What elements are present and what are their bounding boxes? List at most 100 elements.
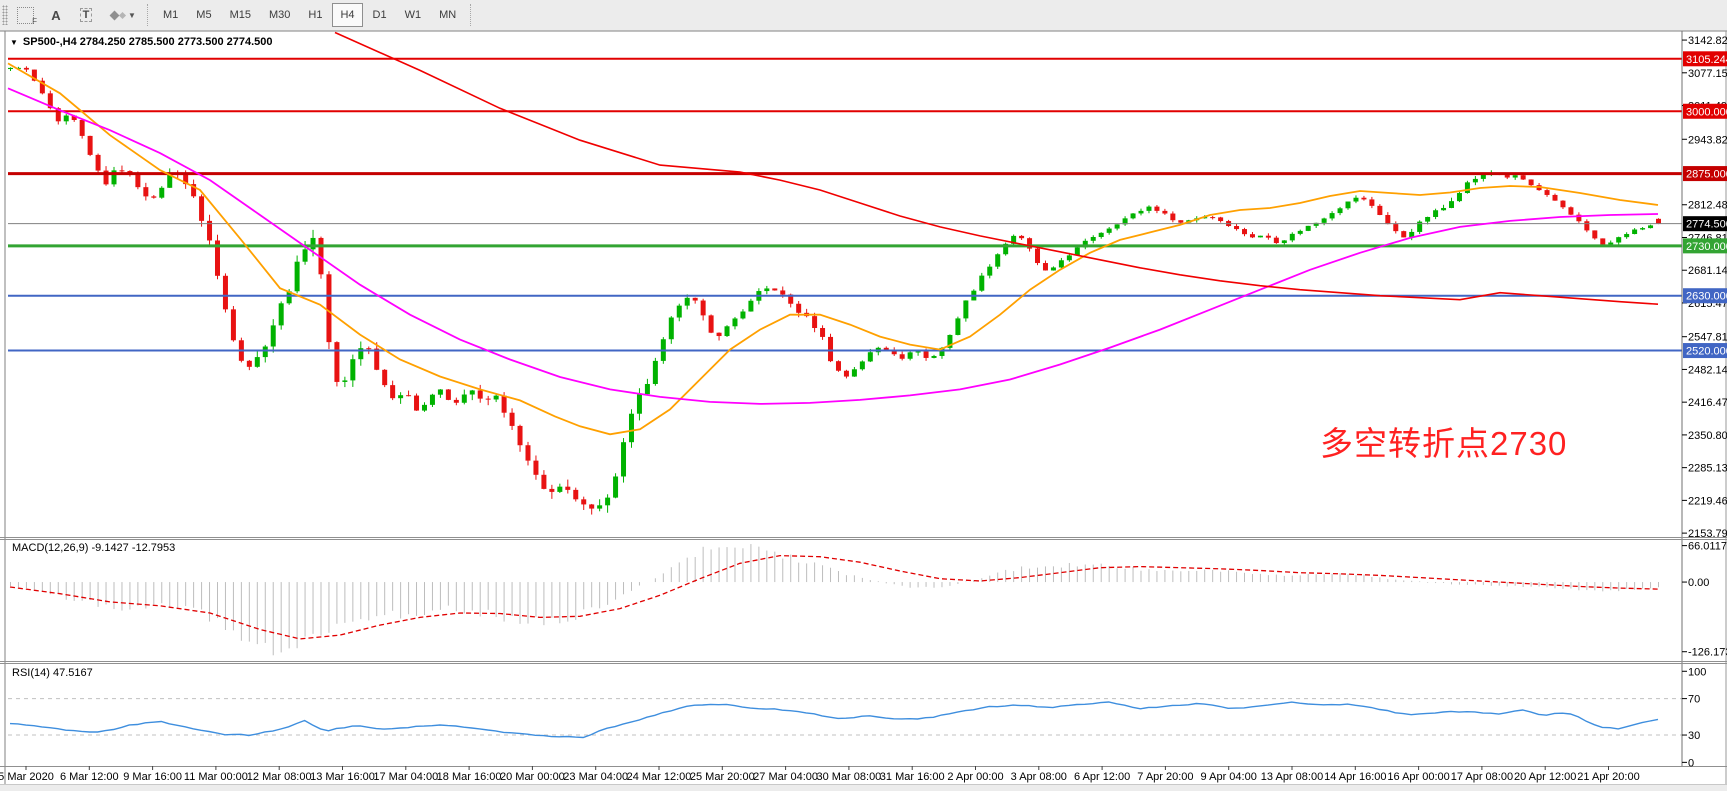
horizontal-lines[interactable] <box>8 57 1682 352</box>
svg-text:16 Apr 00:00: 16 Apr 00:00 <box>1387 771 1449 783</box>
shapes-tool-icon[interactable]: ▼ <box>104 4 142 26</box>
svg-text:2 Apr 00:00: 2 Apr 00:00 <box>947 771 1003 783</box>
timeframe-group: M1 M5 M15 M30 H1 H4 D1 W1 MN <box>154 3 465 27</box>
svg-text:21 Apr 20:00: 21 Apr 20:00 <box>1577 771 1639 783</box>
svg-text:31 Mar 16:00: 31 Mar 16:00 <box>880 771 945 783</box>
symbol-dropdown-icon[interactable]: ▼ <box>10 38 18 47</box>
svg-text:7 Apr 20:00: 7 Apr 20:00 <box>1137 771 1193 783</box>
ohlc-open: 2784.250 <box>79 36 126 48</box>
timeframe-button-MN[interactable]: MN <box>439 9 457 21</box>
svg-text:2520.000: 2520.000 <box>1686 346 1727 358</box>
rsi-panel-content <box>8 698 1682 736</box>
svg-text:70: 70 <box>1688 694 1700 706</box>
long-ma-line <box>334 31 1659 305</box>
svg-text:2730.000: 2730.000 <box>1686 241 1727 253</box>
svg-text:2350.800: 2350.800 <box>1688 430 1727 442</box>
toolbar-separator <box>470 4 472 26</box>
toolbar: F A T ▼ M1 M5 M15 M30 H1 H4 D1 W1 MN <box>0 0 1727 31</box>
grid-f-glyph: F <box>32 17 37 26</box>
svg-text:2681.140: 2681.140 <box>1688 265 1727 277</box>
svg-text:14 Apr 16:00: 14 Apr 16:00 <box>1324 771 1386 783</box>
rsi-axis[interactable]: 100 70 30 0 <box>1682 666 1706 769</box>
timeframe-button-H4[interactable]: H4 <box>332 3 363 27</box>
timeframe-button-D1[interactable]: D1 <box>372 9 387 21</box>
svg-text:30: 30 <box>1688 730 1700 742</box>
mid-ma-line <box>7 87 1659 405</box>
grid-f-tool-icon[interactable]: F <box>14 4 38 26</box>
timeframe-button-M5[interactable]: M5 <box>196 9 212 21</box>
toolbar-grip[interactable] <box>2 5 8 25</box>
svg-text:11 Mar 00:00: 11 Mar 00:00 <box>184 771 248 783</box>
timeframe-button-H1[interactable]: H1 <box>308 9 323 21</box>
fast-ma-line <box>7 62 1659 436</box>
arrow-a-glyph: A <box>51 7 61 23</box>
macd-signal-line <box>9 554 1659 640</box>
svg-text:3000.000: 3000.000 <box>1686 106 1727 118</box>
svg-text:9 Apr 04:00: 9 Apr 04:00 <box>1201 771 1257 783</box>
svg-text:3077.150: 3077.150 <box>1688 68 1727 80</box>
ohlc-close: 2774.500 <box>226 36 273 48</box>
svg-text:23 Mar 04:00: 23 Mar 04:00 <box>563 771 628 783</box>
bottom-strip <box>0 784 1727 791</box>
svg-text:24 Mar 12:00: 24 Mar 12:00 <box>627 771 692 783</box>
rsi-value: 47.5167 <box>52 667 93 679</box>
svg-text:-126.173: -126.173 <box>1688 647 1727 659</box>
svg-text:30 Mar 08:00: 30 Mar 08:00 <box>816 771 881 783</box>
chevron-down-icon[interactable]: ▼ <box>128 10 136 20</box>
price-line-badge-2875.000[interactable]: 2875.000 <box>1683 166 1727 182</box>
svg-text:2875.000: 2875.000 <box>1686 169 1727 181</box>
svg-text:18 Mar 16:00: 18 Mar 16:00 <box>437 771 502 783</box>
svg-text:2547.810: 2547.810 <box>1688 332 1727 344</box>
svg-text:2153.790: 2153.790 <box>1688 528 1727 540</box>
svg-text:9 Mar 16:00: 9 Mar 16:00 <box>123 771 182 783</box>
svg-text:3105.244: 3105.244 <box>1686 54 1727 66</box>
timeframe-button-M15[interactable]: M15 <box>229 9 251 21</box>
price-line-badge-3000.000[interactable]: 3000.000 <box>1683 103 1727 119</box>
svg-text:25 Mar 20:00: 25 Mar 20:00 <box>690 771 755 783</box>
svg-text:20 Apr 12:00: 20 Apr 12:00 <box>1514 771 1576 783</box>
svg-text:27 Mar 04:00: 27 Mar 04:00 <box>753 771 818 783</box>
timeframe-button-W1[interactable]: W1 <box>404 9 422 21</box>
timeframe-button-M1[interactable]: M1 <box>163 9 179 21</box>
text-t-glyph: T <box>79 8 93 22</box>
svg-text:2219.460: 2219.460 <box>1688 495 1727 507</box>
dotted-grid-icon <box>17 7 34 24</box>
ohlc-low: 2773.500 <box>177 36 224 48</box>
current-price-badge[interactable]: 2774.500 <box>1683 216 1727 232</box>
text-t-tool-icon[interactable]: T <box>74 4 98 26</box>
rsi-indicator-label: RSI(14) 47.5167 <box>12 667 93 679</box>
svg-text:2482.140: 2482.140 <box>1688 364 1727 376</box>
panel-frames <box>0 30 1727 784</box>
svg-text:5 Mar 2020: 5 Mar 2020 <box>0 771 54 783</box>
svg-text:2774.500: 2774.500 <box>1686 219 1727 231</box>
svg-text:6 Mar 12:00: 6 Mar 12:00 <box>60 771 119 783</box>
svg-text:2416.470: 2416.470 <box>1688 397 1727 409</box>
macd-histogram <box>10 544 1659 656</box>
price-line-badge-3105.244[interactable]: 3105.244 <box>1683 51 1727 67</box>
timeframe-button-M30[interactable]: M30 <box>268 9 291 21</box>
symbol-title: ▼ SP500-,H4 2784.250 2785.500 2773.500 27… <box>10 36 273 48</box>
diamond-small-icon <box>118 11 127 19</box>
svg-text:2630.000: 2630.000 <box>1686 291 1727 303</box>
macd-axis[interactable]: 66.0117 0.00 -126.173 <box>1682 541 1727 659</box>
time-axis[interactable]: 5 Mar 2020 6 Mar 12:00 9 Mar 16:00 11 Mar 0… <box>0 766 1640 783</box>
price-line-badge-2630.000[interactable]: 2630.000 <box>1683 288 1727 304</box>
svg-text:13 Apr 08:00: 13 Apr 08:00 <box>1261 771 1323 783</box>
svg-text:17 Apr 08:00: 17 Apr 08:00 <box>1451 771 1513 783</box>
ohlc-high: 2785.500 <box>128 36 175 48</box>
svg-text:3 Apr 08:00: 3 Apr 08:00 <box>1011 771 1067 783</box>
svg-text:6 Apr 12:00: 6 Apr 12:00 <box>1074 771 1130 783</box>
rsi-line <box>9 701 1659 739</box>
arrow-a-tool-icon[interactable]: A <box>44 4 68 26</box>
price-line-badge-2730.000[interactable]: 2730.000 <box>1683 238 1727 254</box>
chart-text-annotation[interactable]: 多空转折点2730 <box>1320 425 1568 462</box>
price-line-badge-2520.000[interactable]: 2520.000 <box>1683 343 1727 359</box>
svg-text:12 Mar 08:00: 12 Mar 08:00 <box>247 771 312 783</box>
svg-text:2943.820: 2943.820 <box>1688 134 1727 146</box>
svg-text:0.00: 0.00 <box>1688 577 1709 589</box>
svg-text:20 Mar 00:00: 20 Mar 00:00 <box>500 771 565 783</box>
rsi-name: RSI(14) <box>12 667 50 679</box>
panel-splitters[interactable] <box>0 537 1727 767</box>
